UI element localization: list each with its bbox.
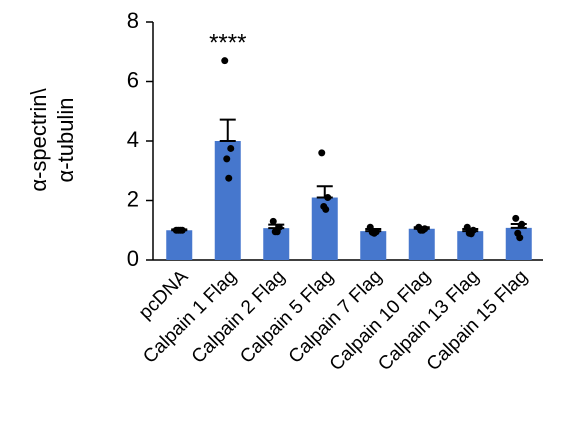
data-point — [512, 214, 520, 222]
data-point — [370, 229, 378, 237]
y-tick-label: 2 — [127, 186, 139, 211]
data-point — [273, 228, 281, 236]
y-tick-label: 8 — [127, 8, 139, 33]
bar — [408, 228, 435, 260]
data-point — [516, 234, 524, 242]
data-point — [221, 57, 229, 65]
data-point — [324, 194, 332, 202]
data-point — [225, 174, 233, 182]
y-tick-label: 6 — [127, 67, 139, 92]
data-point — [518, 220, 526, 228]
data-point — [467, 230, 475, 238]
data-point — [318, 149, 326, 157]
data-point — [223, 155, 231, 163]
bar — [166, 230, 193, 260]
data-point — [269, 217, 277, 225]
y-tick-label: 0 — [127, 246, 139, 271]
y-axis-label: α-spectrin\ — [26, 88, 51, 192]
y-axis-label: α-tubulin — [53, 98, 78, 183]
data-point — [176, 226, 184, 234]
y-tick-label: 4 — [127, 127, 139, 152]
annotation: **** — [209, 29, 246, 56]
data-point — [463, 223, 471, 231]
data-point — [419, 226, 427, 234]
data-point — [227, 144, 235, 152]
data-point — [322, 205, 330, 213]
